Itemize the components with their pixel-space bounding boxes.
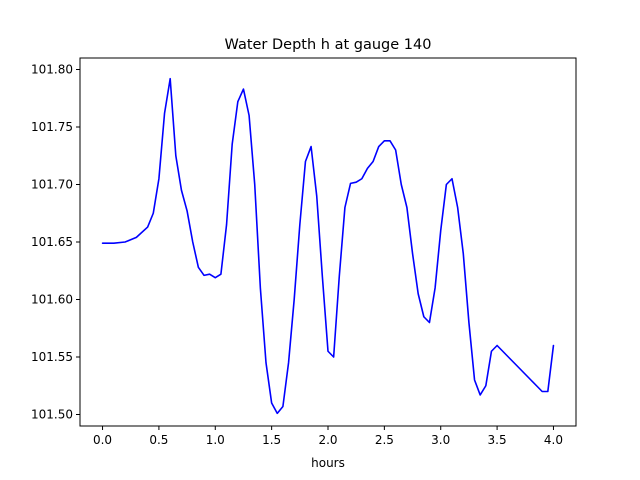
x-tick-label: 2.0 (318, 433, 337, 447)
y-tick-label: 101.55 (31, 350, 73, 364)
chart-title: Water Depth h at gauge 140 (225, 37, 432, 53)
y-tick-label: 101.60 (31, 293, 73, 307)
x-tick-label: 1.5 (262, 433, 281, 447)
x-tick-label: 2.5 (375, 433, 394, 447)
x-tick-label: 3.0 (431, 433, 450, 447)
x-tick-label: 3.5 (488, 433, 507, 447)
y-tick-label: 101.70 (31, 178, 73, 192)
x-tick-label: 1.0 (206, 433, 225, 447)
y-tick-label: 101.50 (31, 408, 73, 422)
x-axis-label: hours (311, 456, 345, 470)
x-tick-label: 0.0 (93, 433, 112, 447)
series-line-0 (101, 77, 555, 415)
y-tick-label: 101.65 (31, 235, 73, 249)
y-tick-label: 101.75 (31, 120, 73, 134)
y-tick-label: 101.80 (31, 63, 73, 77)
x-tick-label: 4.0 (544, 433, 563, 447)
plot-area: 0.0 0.5 1.0 1.5 2.0 2.5 3.0 3.5 4.0 101.50 101.55 1… (31, 57, 577, 447)
x-tick-label: 0.5 (149, 433, 168, 447)
